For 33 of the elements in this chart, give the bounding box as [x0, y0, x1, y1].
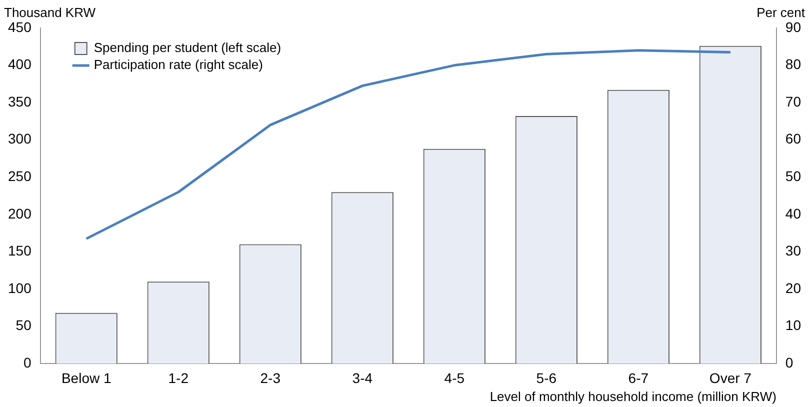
y2-tick-label: 40	[785, 205, 802, 222]
y-tick-label: 350	[8, 93, 32, 110]
y-tick-label: 450	[8, 18, 32, 35]
y-tick-label: 400	[8, 56, 32, 72]
legend-label: Participation rate (right scale)	[94, 57, 263, 72]
y2-tick-label: 90	[785, 18, 802, 35]
y2-tick-label: 70	[785, 93, 802, 110]
y-tick-label: 150	[8, 242, 32, 259]
x-tick-label: Over 7	[709, 370, 752, 386]
y2-tick-label: 50	[785, 168, 802, 184]
y2-tick-label: 60	[785, 130, 802, 147]
y-tick-label: 200	[8, 205, 32, 222]
y-tick-label: 50	[16, 317, 32, 334]
x-tick-label: 3-4	[352, 370, 373, 386]
y2-tick-label: 10	[785, 317, 802, 334]
x-axis-title: Level of monthly household income (million KRW)	[490, 388, 776, 404]
y2-tick-label: 20	[785, 280, 802, 296]
y2-tick-label: 0	[785, 354, 794, 370]
y2-tick-label: 80	[785, 56, 802, 72]
y2-axis-title: Per cent	[756, 5, 806, 20]
x-tick-label: 5-6	[536, 370, 557, 386]
x-tick-label: Below 1	[61, 370, 112, 386]
y-tick-label: 100	[8, 280, 32, 296]
y2-tick-label: 30	[785, 242, 802, 259]
x-tick-label: 6-7	[628, 370, 649, 386]
x-tick-label: 1-2	[168, 370, 189, 386]
x-tick-label: 2-3	[260, 370, 281, 386]
legend-label: Spending per student (left scale)	[94, 40, 282, 56]
y-tick-label: 0	[24, 354, 32, 370]
x-tick-label: 4-5	[444, 370, 465, 386]
y-tick-label: 300	[8, 130, 32, 147]
y-tick-label: 250	[8, 168, 32, 184]
y-axis-title: Thousand KRW	[4, 5, 96, 20]
